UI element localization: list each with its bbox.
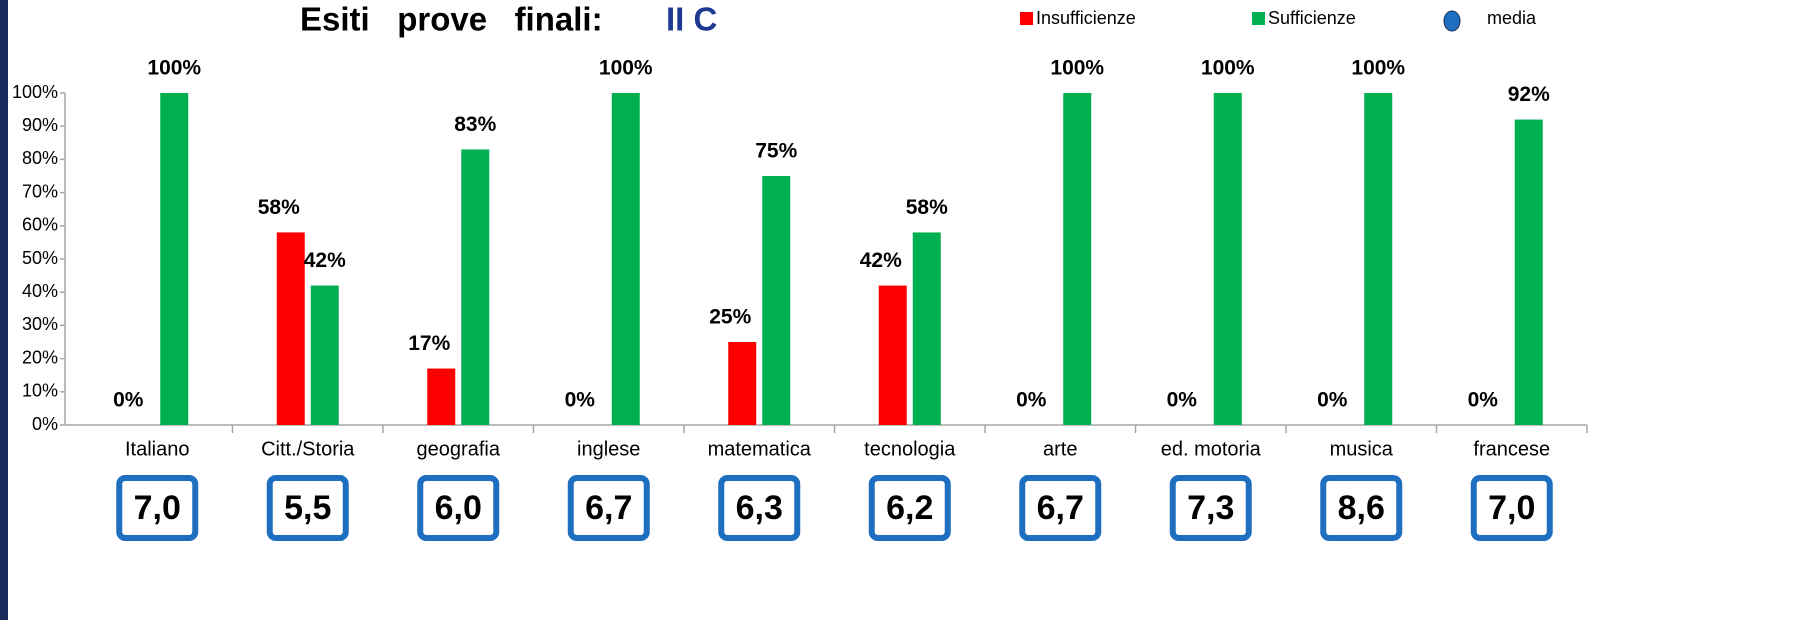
y-tick-label: 50% <box>22 248 58 268</box>
bar <box>1514 119 1543 425</box>
x-tick-label: francese <box>1473 438 1550 460</box>
bar <box>461 149 490 425</box>
media-box <box>1169 475 1252 541</box>
media-label: 6,3 <box>736 489 783 527</box>
data-label: 0% <box>1317 389 1348 412</box>
x-tick-label: tecnologia <box>864 438 956 460</box>
media-label: 6,7 <box>1037 489 1084 527</box>
data-label: 100% <box>599 57 653 80</box>
legend-swatch <box>1020 12 1033 25</box>
bar <box>276 232 305 425</box>
data-label: 100% <box>147 57 201 80</box>
media-box <box>868 475 951 541</box>
media-box <box>1320 475 1403 541</box>
media-label: 6,7 <box>585 489 632 527</box>
data-label: 100% <box>1050 57 1104 80</box>
media-label: 5,5 <box>284 489 331 527</box>
bar <box>160 93 189 425</box>
bar <box>1063 93 1092 425</box>
x-tick-label: musica <box>1330 438 1394 460</box>
x-tick-label: Citt./Storia <box>261 438 355 460</box>
data-label: 92% <box>1508 83 1550 106</box>
media-box <box>266 475 349 541</box>
y-tick-label: 0% <box>32 414 58 434</box>
x-tick-label: geografia <box>417 438 501 460</box>
x-tick-label: ed. motoria <box>1161 438 1262 460</box>
bar <box>1364 93 1393 425</box>
media-box <box>1470 475 1553 541</box>
data-label: 0% <box>113 389 144 412</box>
media-label: 7,0 <box>134 489 181 527</box>
data-label: 75% <box>755 140 797 163</box>
bar <box>912 232 941 425</box>
x-tick-label: arte <box>1043 438 1077 460</box>
chart-subtitle: II C <box>666 1 717 38</box>
media-label: 6,2 <box>886 489 933 527</box>
media-label: 6,0 <box>435 489 482 527</box>
media-box <box>567 475 650 541</box>
data-label: 0% <box>1167 389 1198 412</box>
y-tick-label: 40% <box>22 281 58 301</box>
y-tick-label: 30% <box>22 314 58 334</box>
legend-swatch <box>1252 12 1265 25</box>
x-tick-label: inglese <box>577 438 640 460</box>
side-strip <box>0 0 8 620</box>
data-label: 25% <box>709 306 751 329</box>
data-label: 0% <box>565 389 596 412</box>
data-label: 17% <box>408 332 450 355</box>
media-box <box>116 475 199 541</box>
legend-swatch <box>1443 10 1461 32</box>
y-tick-label: 100% <box>12 82 58 102</box>
data-label: 58% <box>906 196 948 219</box>
legend-label: Sufficienze <box>1268 8 1356 28</box>
y-tick-label: 80% <box>22 148 58 168</box>
y-tick-label: 10% <box>22 381 58 401</box>
bar <box>878 285 907 425</box>
bar <box>427 368 456 425</box>
bar <box>310 285 339 425</box>
media-box <box>1019 475 1102 541</box>
data-label: 83% <box>454 113 496 136</box>
bar <box>1213 93 1242 425</box>
media-box <box>718 475 801 541</box>
data-label: 0% <box>1468 389 1499 412</box>
media-label: 7,0 <box>1488 489 1535 527</box>
media-box <box>417 475 500 541</box>
bar <box>611 93 640 425</box>
chart-title: Esiti prove finali: <box>300 1 603 38</box>
legend-label: media <box>1487 8 1537 28</box>
bar <box>762 176 791 425</box>
data-label: 100% <box>1351 57 1405 80</box>
y-tick-label: 90% <box>22 115 58 135</box>
x-tick-label: matematica <box>708 438 812 460</box>
data-label: 58% <box>258 196 300 219</box>
bar <box>728 342 757 425</box>
data-label: 42% <box>860 249 902 272</box>
data-label: 100% <box>1201 57 1255 80</box>
legend-label: Insufficienze <box>1036 8 1136 28</box>
media-label: 8,6 <box>1338 489 1385 527</box>
y-tick-label: 70% <box>22 181 58 201</box>
y-tick-label: 60% <box>22 215 58 235</box>
media-label: 7,3 <box>1187 489 1234 527</box>
y-tick-label: 20% <box>22 347 58 367</box>
x-tick-label: Italiano <box>125 438 190 460</box>
data-label: 0% <box>1016 389 1047 412</box>
data-label: 42% <box>304 249 346 272</box>
